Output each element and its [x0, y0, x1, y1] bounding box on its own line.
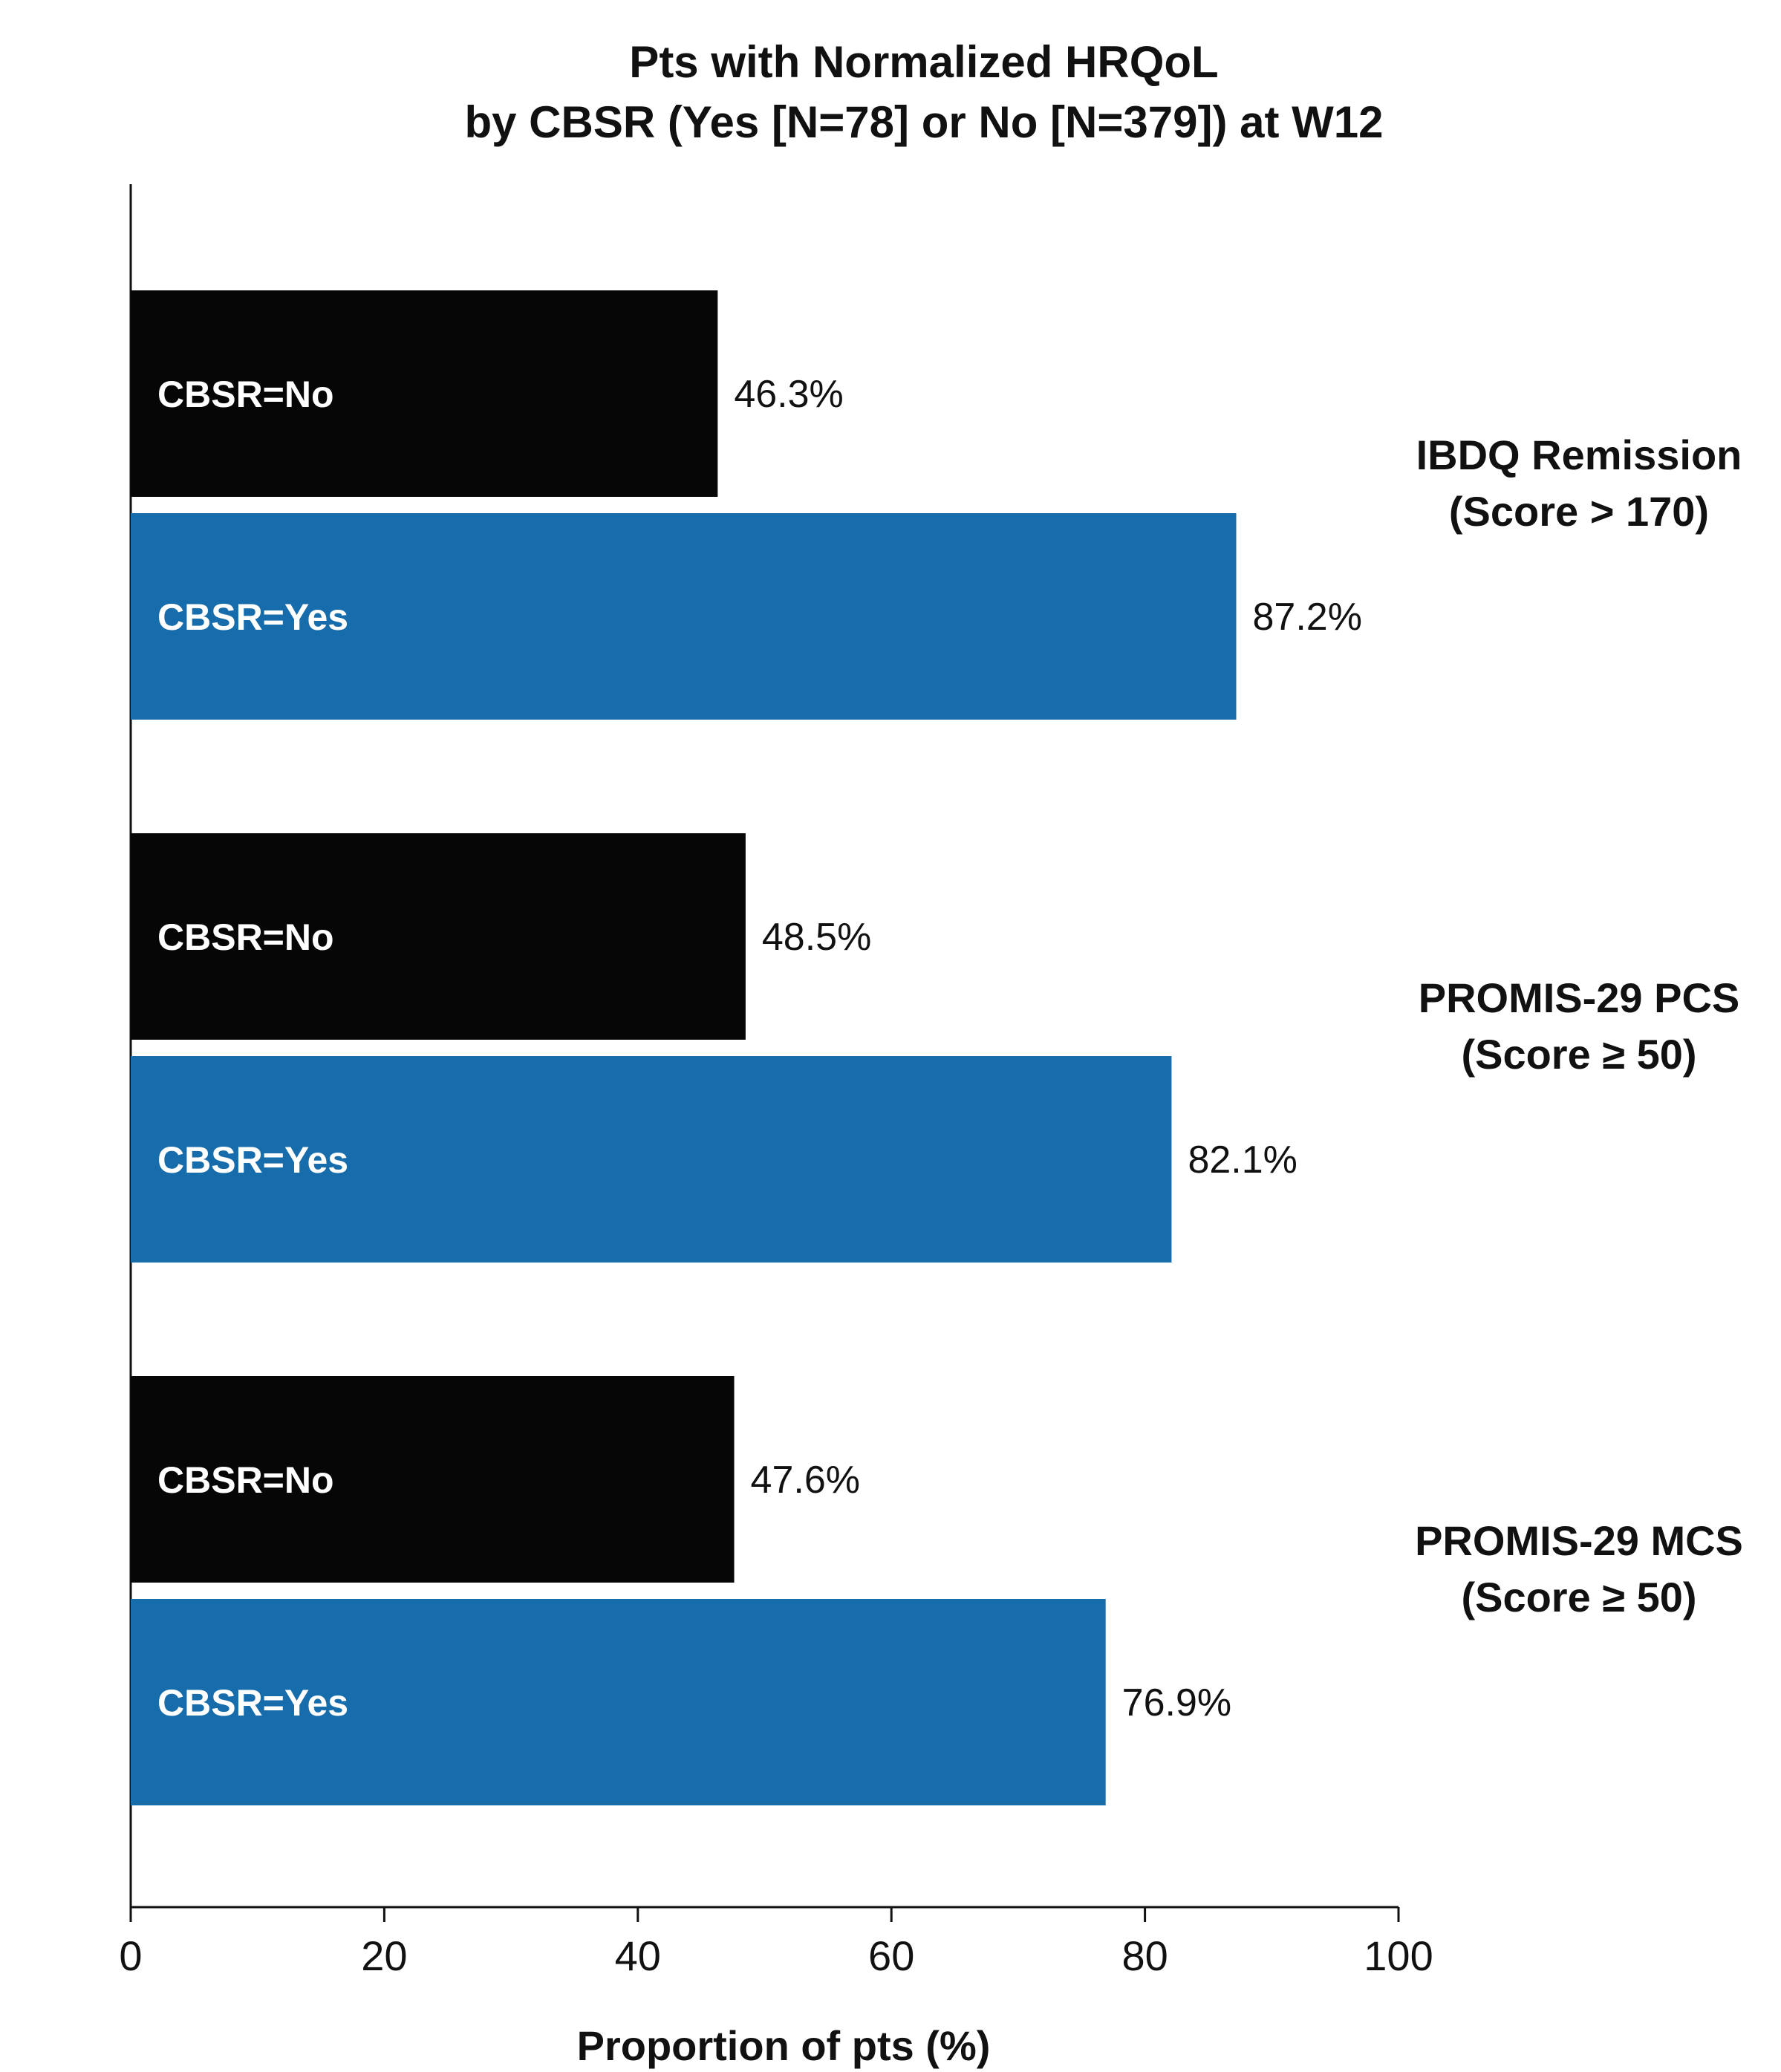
category-label: PROMIS-29 PCS: [1419, 974, 1740, 1021]
category-label: (Score > 170): [1449, 488, 1709, 535]
x-tick-label: 100: [1364, 1932, 1433, 1979]
category-label: (Score ≥ 50): [1461, 1574, 1696, 1620]
bar: [131, 833, 746, 1040]
x-tick-label: 80: [1121, 1932, 1168, 1979]
bar: [131, 513, 1237, 720]
bar-label: CBSR=No: [157, 374, 334, 415]
bar-label: CBSR=No: [157, 916, 334, 958]
bar: [131, 1376, 735, 1583]
data-label: 47.6%: [751, 1459, 860, 1502]
category-label: PROMIS-29 MCS: [1415, 1517, 1743, 1564]
bar-label: CBSR=Yes: [157, 596, 348, 638]
x-tick-label: 60: [868, 1932, 914, 1979]
data-label: 48.5%: [762, 916, 871, 959]
x-tick-label: 40: [615, 1932, 661, 1979]
bar-label: CBSR=Yes: [157, 1139, 348, 1181]
plot-area: 0 20 40 60 80 100 CBSR=No 46.3% CBSR=Yes 87.2% IBD…: [119, 184, 1743, 1979]
data-label: 46.3%: [734, 373, 843, 416]
bar: [131, 290, 718, 497]
bar-label: CBSR=Yes: [157, 1682, 348, 1724]
x-tick-label: 20: [361, 1932, 407, 1979]
category-label: (Score ≥ 50): [1461, 1031, 1696, 1078]
data-label: 87.2%: [1253, 596, 1362, 639]
chart-title-line-2: by CBSR (Yes [N=78] or No [N=379]) at W1…: [464, 97, 1383, 147]
category-label: IBDQ Remission: [1416, 431, 1742, 478]
data-label: 82.1%: [1188, 1138, 1297, 1182]
x-axis-title: Proportion of pts (%): [577, 2022, 991, 2069]
bar: [131, 1056, 1172, 1263]
bar-label: CBSR=No: [157, 1459, 334, 1501]
bar: [131, 1599, 1106, 1805]
x-tick-label: 0: [119, 1932, 142, 1979]
chart-title-line-1: Pts with Normalized HRQoL: [629, 37, 1218, 87]
data-label: 76.9%: [1122, 1681, 1231, 1724]
